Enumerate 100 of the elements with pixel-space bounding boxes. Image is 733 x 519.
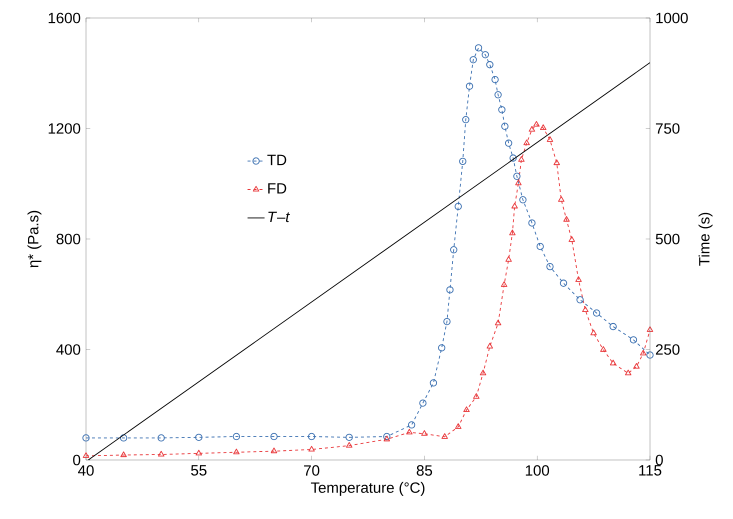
point: [120, 451, 127, 458]
point: [518, 156, 525, 162]
y-axis-title: η* (Pa.s): [27, 210, 42, 268]
point: [441, 433, 448, 439]
point: [546, 136, 554, 142]
point: [158, 450, 164, 457]
point: [528, 219, 536, 227]
point: [474, 44, 482, 52]
point: [546, 262, 554, 270]
point: [384, 436, 390, 442]
point: [482, 51, 489, 58]
point: [646, 351, 654, 359]
point: [406, 428, 413, 434]
point: [470, 56, 477, 64]
point: [494, 91, 502, 98]
y-tick-label: 800: [56, 234, 80, 244]
point: [554, 159, 560, 166]
point: [513, 172, 521, 180]
point: [346, 434, 353, 441]
point: [486, 61, 494, 68]
point: [505, 256, 512, 262]
point: [473, 393, 480, 399]
y2-axis-title: Time (s): [698, 212, 713, 266]
point: [500, 281, 508, 287]
point: [486, 342, 494, 349]
point: [491, 76, 499, 84]
point: [560, 280, 568, 287]
point: [519, 196, 527, 204]
y2-tick-label: 750: [656, 123, 680, 134]
point: [576, 296, 584, 304]
point: [383, 432, 390, 440]
point: [646, 326, 654, 332]
point: [462, 116, 470, 124]
x-tick-label: 70: [304, 465, 320, 476]
point: [450, 246, 458, 254]
x-tick-label: 85: [416, 465, 432, 476]
point: [270, 448, 278, 454]
x-tick-label: 40: [78, 465, 94, 476]
point: [430, 379, 438, 387]
point: [308, 446, 315, 452]
y2-tick-label: 250: [656, 344, 680, 355]
point: [568, 236, 575, 242]
legend-label: TD: [267, 154, 286, 166]
x-tick-label: 115: [639, 465, 662, 476]
point: [509, 154, 517, 162]
point: [270, 432, 278, 440]
point: [575, 276, 582, 282]
point: [438, 344, 446, 352]
point: [558, 196, 564, 202]
point: [582, 306, 589, 312]
point: [480, 370, 486, 376]
point: [624, 370, 632, 376]
y-tick-label: 1200: [48, 123, 80, 134]
point: [82, 452, 90, 458]
point: [563, 216, 570, 222]
point: [501, 122, 508, 130]
point: [446, 286, 454, 294]
point: [459, 158, 466, 166]
point: [494, 320, 502, 326]
point: [498, 106, 506, 114]
point: [640, 350, 646, 356]
point: [610, 360, 616, 366]
point: [610, 322, 617, 330]
point: [466, 82, 474, 90]
legend-label: T–t: [268, 212, 290, 222]
point: [509, 230, 516, 236]
y2-tick-label: 0: [656, 454, 663, 466]
point: [533, 120, 540, 127]
point: [120, 434, 128, 442]
y-tick-label: 0: [73, 454, 80, 466]
point: [232, 432, 240, 440]
point: [419, 399, 427, 407]
point: [443, 318, 451, 326]
point: [592, 309, 600, 317]
x-axis-title: Temperature (°C): [310, 482, 424, 496]
point: [511, 202, 518, 208]
x-tick-label: 55: [191, 465, 206, 476]
point: [536, 242, 544, 250]
point: [233, 448, 240, 454]
point: [454, 202, 462, 210]
point: [515, 180, 522, 186]
point: [523, 140, 530, 146]
point: [346, 442, 352, 448]
point: [82, 434, 90, 442]
point: [633, 362, 640, 369]
point: [630, 336, 638, 344]
y2-tick-label: 500: [656, 234, 680, 244]
point: [308, 432, 316, 440]
legend-label: FD: [268, 183, 286, 194]
x-tick-label: 100: [526, 465, 550, 476]
point: [540, 124, 546, 130]
point: [195, 434, 202, 441]
point: [421, 430, 428, 436]
y-tick-label: 400: [56, 344, 80, 355]
point: [528, 126, 536, 132]
point: [158, 434, 165, 442]
point: [408, 421, 416, 429]
y2-tick-label: 1000: [656, 12, 688, 24]
point: [463, 406, 470, 412]
y-tick-label: 1600: [48, 12, 80, 24]
